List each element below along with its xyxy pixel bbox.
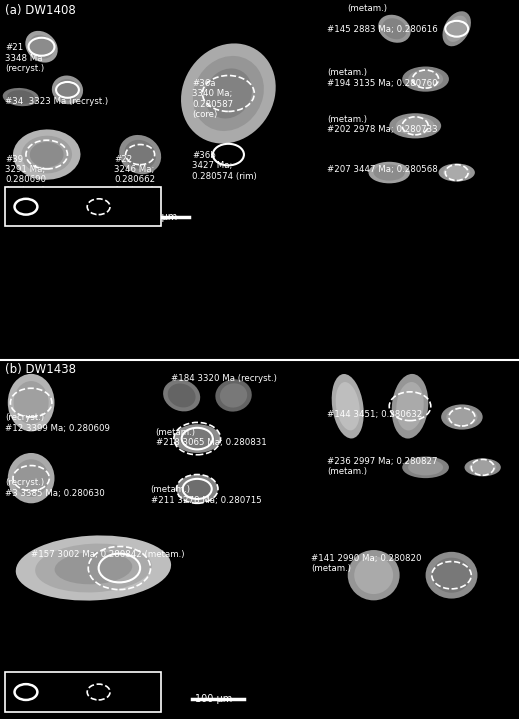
Text: #157 3002 Ma; 0.280842 (metam.): #157 3002 Ma; 0.280842 (metam.) — [31, 550, 185, 559]
Ellipse shape — [443, 12, 471, 46]
Ellipse shape — [336, 382, 360, 431]
Ellipse shape — [16, 536, 171, 600]
Ellipse shape — [13, 381, 49, 424]
Text: #144 3451; 0.280632: #144 3451; 0.280632 — [327, 410, 422, 419]
Ellipse shape — [382, 18, 407, 40]
Ellipse shape — [332, 374, 364, 439]
Text: #34  3323 Ma (recryst.): #34 3323 Ma (recryst.) — [5, 97, 108, 106]
Ellipse shape — [25, 31, 58, 63]
Text: U-Pb: U-Pb — [42, 684, 64, 695]
Ellipse shape — [443, 166, 470, 179]
Ellipse shape — [402, 457, 449, 478]
Ellipse shape — [439, 164, 475, 181]
Ellipse shape — [21, 136, 72, 173]
Ellipse shape — [392, 374, 428, 439]
Ellipse shape — [368, 162, 410, 183]
Text: 100 μm: 100 μm — [140, 212, 177, 222]
Text: (metam.)
#202 2978 Ma; 0.280733: (metam.) #202 2978 Ma; 0.280733 — [327, 115, 438, 134]
Text: 100 μm: 100 μm — [195, 694, 232, 704]
Ellipse shape — [408, 70, 443, 88]
Text: Lu-Hf: Lu-Hf — [114, 199, 140, 209]
FancyBboxPatch shape — [5, 672, 161, 712]
Ellipse shape — [182, 478, 213, 500]
Text: #39
3291 Ma;
0.280690
(metam.): #39 3291 Ma; 0.280690 (metam.) — [5, 155, 46, 195]
Ellipse shape — [220, 383, 247, 408]
Ellipse shape — [378, 15, 411, 42]
Ellipse shape — [30, 142, 64, 167]
Ellipse shape — [396, 116, 435, 135]
Ellipse shape — [119, 135, 161, 174]
Text: #22
3246 Ma;
0.280662
(metam.): #22 3246 Ma; 0.280662 (metam.) — [114, 155, 155, 195]
Ellipse shape — [163, 380, 200, 411]
Text: #141 2990 Ma; 0.280820
(metam.): #141 2990 Ma; 0.280820 (metam.) — [311, 554, 422, 573]
Ellipse shape — [8, 374, 54, 431]
Ellipse shape — [408, 459, 443, 475]
Text: (metam.)
#218 3065 Ma; 0.280831: (metam.) #218 3065 Ma; 0.280831 — [156, 428, 266, 447]
Ellipse shape — [465, 459, 501, 477]
Ellipse shape — [215, 380, 252, 411]
Ellipse shape — [432, 558, 471, 592]
Ellipse shape — [7, 90, 34, 104]
Ellipse shape — [389, 114, 441, 139]
Ellipse shape — [446, 16, 468, 42]
Ellipse shape — [397, 382, 424, 431]
Ellipse shape — [469, 461, 496, 474]
Ellipse shape — [125, 140, 156, 169]
Text: (metam.)
#194 3135 Ma; 0.280760: (metam.) #194 3135 Ma; 0.280760 — [327, 68, 438, 88]
Ellipse shape — [54, 551, 132, 585]
Ellipse shape — [8, 453, 54, 503]
Ellipse shape — [193, 56, 264, 131]
Ellipse shape — [426, 552, 477, 598]
Ellipse shape — [35, 544, 152, 592]
Ellipse shape — [402, 66, 449, 91]
Text: U-Pb: U-Pb — [42, 199, 64, 209]
Text: (recryst.)
#3 3385 Ma; 0.280630: (recryst.) #3 3385 Ma; 0.280630 — [5, 478, 105, 498]
Text: #145 2883 Ma; 0.280616: #145 2883 Ma; 0.280616 — [327, 25, 438, 35]
Ellipse shape — [446, 408, 477, 426]
Ellipse shape — [354, 557, 393, 594]
Text: #207 3447 Ma; 0.280568: #207 3447 Ma; 0.280568 — [327, 165, 438, 175]
Ellipse shape — [56, 79, 79, 101]
Ellipse shape — [168, 383, 196, 408]
Text: #236 2997 Ma; 0.280827
(metam.): #236 2997 Ma; 0.280827 (metam.) — [327, 457, 438, 476]
Ellipse shape — [13, 129, 80, 180]
Ellipse shape — [3, 88, 39, 106]
Ellipse shape — [348, 550, 400, 600]
Text: (metam.): (metam.) — [348, 4, 388, 13]
Ellipse shape — [441, 404, 483, 430]
Text: #21
3348 Ma
(recryst.): #21 3348 Ma (recryst.) — [5, 43, 44, 73]
Ellipse shape — [374, 165, 405, 180]
Ellipse shape — [174, 424, 221, 453]
Text: #36a
3340 Ma;
0.280587
(core): #36a 3340 Ma; 0.280587 (core) — [192, 79, 233, 119]
Ellipse shape — [30, 35, 53, 59]
Ellipse shape — [181, 43, 276, 144]
Text: (metam.)
#211 3278 Ma; 0.280715: (metam.) #211 3278 Ma; 0.280715 — [151, 485, 261, 505]
Ellipse shape — [13, 459, 49, 497]
Ellipse shape — [204, 68, 252, 119]
Text: Lu-Hf: Lu-Hf — [114, 684, 140, 695]
Text: (recryst.)
#12 3399 Ma; 0.280609: (recryst.) #12 3399 Ma; 0.280609 — [5, 413, 110, 433]
Ellipse shape — [52, 75, 83, 104]
Ellipse shape — [176, 475, 218, 503]
Text: (a) DW1408: (a) DW1408 — [5, 4, 76, 17]
FancyBboxPatch shape — [5, 187, 161, 226]
Text: (b) DW1438: (b) DW1438 — [5, 363, 76, 376]
Text: #36b
3427 Ma;
0.280574 (rim): #36b 3427 Ma; 0.280574 (rim) — [192, 151, 257, 180]
Text: #184 3320 Ma (recryst.): #184 3320 Ma (recryst.) — [171, 374, 277, 383]
Ellipse shape — [180, 428, 215, 449]
